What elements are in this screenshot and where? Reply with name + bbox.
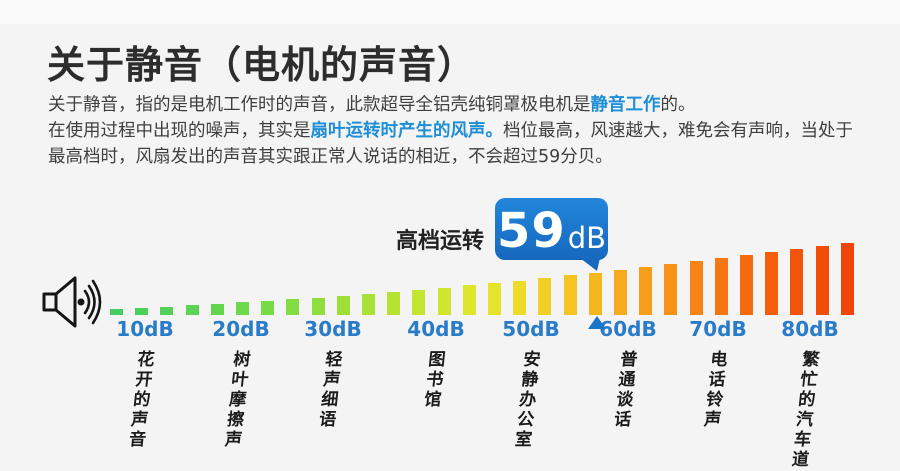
callout-value: 59: [496, 202, 566, 259]
db-bar: [513, 281, 527, 315]
db-bar: [840, 243, 854, 315]
intro-line: 关于静音，指的是电机工作时的声音，此款超导全铝壳纯铜罩极电机是静音工作的。: [48, 92, 868, 118]
axis-label: 50dB: [502, 317, 560, 341]
db-bar: [538, 278, 552, 315]
category-label: 图书馆: [419, 350, 446, 410]
db-bar: [462, 285, 476, 315]
top-strip: [0, 0, 900, 24]
axis-label: 80dB: [781, 317, 839, 341]
db-bar: [412, 290, 426, 315]
db-bar: [740, 255, 753, 315]
db-bar: [563, 275, 577, 315]
category-label: 花开的声音: [123, 350, 155, 450]
category-label: 繁忙的汽车道: [786, 350, 820, 470]
highlight-text: 静音工作: [590, 95, 661, 115]
callout-bubble: 59 dB: [495, 198, 608, 260]
db-bar: [311, 298, 325, 315]
db-bar: [387, 292, 401, 315]
highlight-text: 扇叶运转时产生的风声。: [310, 121, 504, 141]
db-bar: [765, 252, 779, 315]
intro-paragraph: 关于静音，指的是电机工作时的声音，此款超导全铝壳纯铜罩极电机是静音工作的。 在使用…: [48, 92, 868, 170]
category-label: 安静办公室: [509, 350, 541, 450]
db-chart: 高档运转 59 dB 10dB 20dB 30dB 40dB 50dB 60dB 70dB 8…: [0, 190, 900, 471]
marker-up-triangle-icon: [588, 316, 606, 329]
body-text: 档位最高，风速越大，难免会有声响，当处于: [503, 121, 853, 141]
axis-label: 70dB: [689, 317, 747, 341]
db-bar: [588, 273, 602, 315]
db-bar: [790, 249, 804, 315]
db-bar: [689, 261, 703, 315]
body-text: 最高档时，风扇发出的声音其实跟正常人说话的相近，不会超过59分贝。: [48, 147, 613, 167]
body-text: 关于静音，指的是电机工作时的声音，此款超导全铝壳纯铜罩极电机是: [48, 95, 591, 115]
db-bar: [261, 301, 275, 315]
category-label: 电话铃声: [699, 350, 728, 430]
db-bar: [362, 294, 375, 315]
bubble-pointer-icon: [580, 258, 600, 271]
bar-series: [108, 240, 864, 315]
db-bar: [286, 299, 300, 315]
page-title: 关于静音（电机的声音）: [47, 43, 477, 87]
db-bar: [135, 308, 149, 315]
db-bar: [815, 246, 829, 315]
db-bar: [664, 264, 678, 315]
db-bar: [488, 283, 501, 315]
body-text: 的。: [660, 95, 696, 115]
category-label: 轻声细语: [314, 350, 343, 430]
db-bar: [614, 270, 627, 315]
intro-line: 最高档时，风扇发出的声音其实跟正常人说话的相近，不会超过59分贝。: [48, 144, 868, 170]
intro-line: 在使用过程中出现的噪声，其实是扇叶运转时产生的风声。档位最高，风速越大，难免会有…: [48, 118, 868, 144]
axis-label: 10dB: [116, 317, 174, 341]
body-text: 在使用过程中出现的噪声，其实是: [48, 121, 311, 141]
db-bar: [714, 258, 728, 315]
callout-label: 高档运转: [395, 229, 484, 254]
speaker-icon: [42, 276, 102, 328]
category-label: 树叶摩擦声: [219, 350, 251, 450]
callout-unit: dB: [567, 221, 607, 256]
db-bar: [236, 302, 249, 315]
db-bar: [336, 296, 350, 315]
db-bar: [185, 305, 199, 315]
axis-label: 60dB: [599, 317, 657, 341]
db-bar: [160, 307, 174, 315]
db-bar: [110, 309, 123, 315]
axis-label: 20dB: [212, 317, 270, 341]
axis-label: 30dB: [304, 317, 362, 341]
db-bar: [437, 288, 451, 315]
axis-label: 40dB: [407, 317, 465, 341]
db-bar: [639, 267, 653, 315]
db-bar: [210, 304, 224, 315]
category-label: 普通谈话: [609, 350, 638, 430]
